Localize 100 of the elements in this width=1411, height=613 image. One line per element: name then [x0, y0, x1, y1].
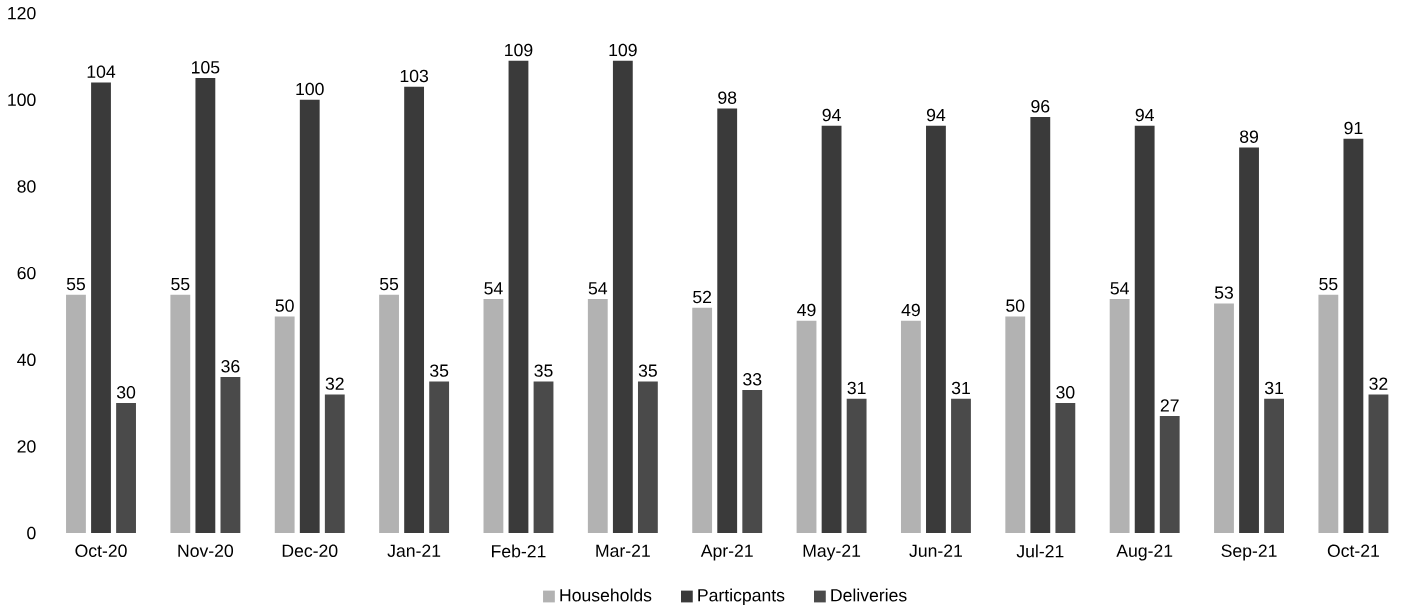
bar [429, 381, 450, 534]
data-label: 53 [1214, 286, 1234, 299]
bar [1159, 416, 1180, 534]
data-label: 31 [847, 381, 866, 395]
x-tick-label: Apr-21 [700, 544, 753, 561]
y-tick-label: 40 [17, 353, 36, 367]
bar [951, 398, 971, 534]
bar [1055, 403, 1076, 534]
bar [1005, 316, 1026, 534]
x-tick-label: Dec-20 [282, 544, 338, 558]
data-label: 89 [1240, 130, 1258, 144]
bar [742, 390, 763, 534]
bar [508, 60, 529, 534]
data-label: 100 [296, 82, 324, 96]
data-label: 52 [693, 290, 712, 304]
y-tick-label: 60 [17, 267, 36, 280]
x-tick-label: Aug-21 [1116, 544, 1173, 561]
data-label: 31 [1264, 381, 1284, 395]
data-label: 55 [1319, 278, 1338, 291]
bar [91, 82, 111, 534]
bar [587, 299, 608, 534]
bar [404, 86, 425, 534]
legend-label: Deliveries [831, 588, 907, 602]
data-label: 30 [116, 386, 136, 399]
data-label: 50 [1006, 299, 1025, 312]
bar [1239, 147, 1259, 534]
legend-label: Particpants [698, 588, 785, 606]
data-label: 35 [638, 364, 657, 377]
data-label: 94 [822, 108, 841, 122]
bar [533, 381, 554, 534]
data-label: 109 [609, 43, 637, 57]
bar [66, 294, 86, 534]
bar [926, 125, 946, 534]
data-label: 49 [797, 303, 816, 317]
data-label: 35 [534, 364, 553, 377]
bar [1368, 394, 1389, 534]
bar [846, 398, 867, 534]
data-label: 104 [87, 65, 116, 79]
data-label: 94 [926, 108, 946, 122]
bar [116, 403, 136, 534]
y-tick-label: 80 [17, 180, 36, 193]
bar [1134, 125, 1155, 534]
data-label: 35 [430, 364, 449, 377]
data-label: 32 [1369, 377, 1388, 390]
x-tick-label: Jul-21 [1016, 544, 1064, 558]
x-tick-label: May-21 [803, 544, 861, 561]
bar [170, 294, 191, 534]
bar [1109, 299, 1130, 534]
data-label: 105 [192, 61, 220, 74]
bar [379, 294, 399, 534]
data-label: 36 [221, 360, 240, 373]
bar [1318, 294, 1339, 534]
bar [220, 377, 241, 534]
bar [483, 299, 504, 534]
data-label: 55 [66, 278, 86, 291]
data-label: 30 [1056, 386, 1075, 399]
data-label: 27 [1160, 399, 1179, 412]
bar [717, 108, 738, 534]
bar [612, 60, 633, 534]
data-label: 55 [171, 278, 190, 291]
x-tick-label: Feb-21 [492, 544, 546, 558]
bar [274, 316, 295, 534]
data-label: 96 [1031, 100, 1050, 113]
x-tick-label: Oct-21 [1327, 544, 1379, 558]
x-tick-label: Mar-21 [596, 544, 650, 558]
data-label: 55 [379, 278, 399, 291]
legend-label: Households [560, 588, 652, 602]
bar [900, 320, 921, 534]
data-label: 50 [275, 299, 294, 312]
bar [692, 307, 713, 534]
y-tick-label: 0 [27, 527, 36, 540]
bar [796, 320, 817, 534]
x-tick-label: Oct-20 [75, 544, 127, 558]
bar [299, 99, 320, 534]
y-tick-label: 120 [8, 7, 36, 20]
data-label: 109 [505, 43, 533, 57]
bar [195, 78, 216, 534]
bar [637, 381, 658, 534]
data-label: 54 [484, 282, 503, 295]
bar [821, 125, 842, 534]
bar [1030, 117, 1051, 534]
data-label: 33 [743, 373, 762, 386]
x-tick-label: Jan-21 [387, 544, 441, 558]
data-label: 49 [901, 303, 920, 317]
y-tick-label: 20 [17, 440, 36, 453]
data-label: 94 [1135, 108, 1154, 122]
data-label: 54 [588, 282, 608, 295]
bar [1343, 138, 1364, 534]
data-label: 54 [1110, 282, 1129, 295]
data-label: 98 [718, 91, 737, 105]
data-label: 31 [951, 381, 970, 395]
data-label: 32 [325, 377, 344, 390]
data-label: 91 [1344, 121, 1363, 135]
data-label: 103 [400, 69, 429, 83]
bar [1264, 398, 1284, 534]
bar [1214, 303, 1234, 534]
x-tick-label: Sep-21 [1221, 544, 1277, 561]
y-tick-label: 100 [8, 93, 36, 107]
x-tick-label: Nov-20 [178, 544, 234, 558]
bar [324, 394, 345, 534]
